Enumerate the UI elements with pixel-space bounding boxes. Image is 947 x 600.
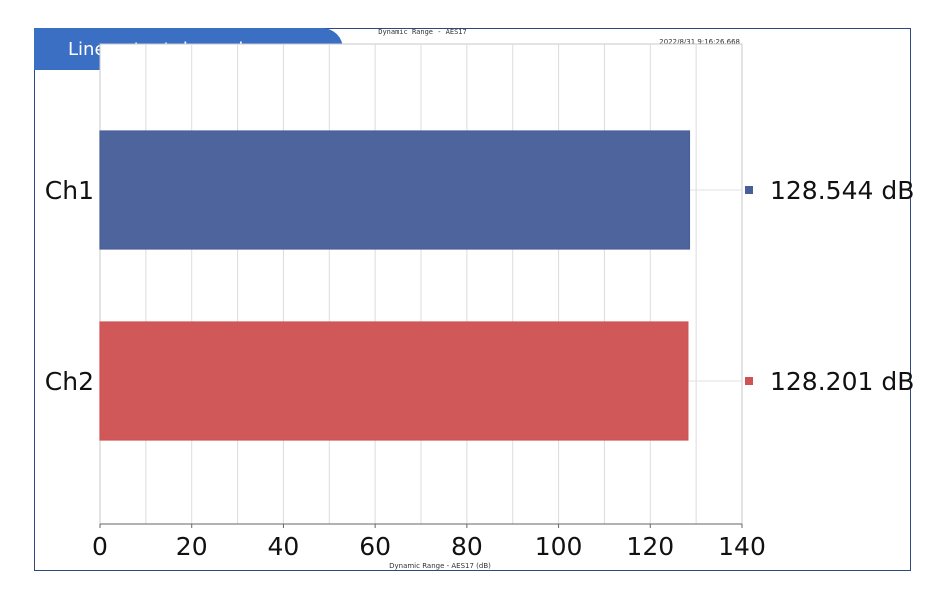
x-tick-label: 20 bbox=[176, 532, 208, 561]
value-label: 128.544 dB bbox=[770, 176, 914, 205]
x-tick-label: 40 bbox=[268, 532, 300, 561]
x-tick-label: 80 bbox=[451, 532, 483, 561]
bar-ch1 bbox=[99, 130, 691, 250]
x-tick-label: 140 bbox=[718, 532, 766, 561]
x-tick-label: 0 bbox=[92, 532, 108, 561]
category-label: Ch1 bbox=[45, 176, 94, 205]
x-tick-label: 100 bbox=[535, 532, 583, 561]
chart-title: Dynamic Range - AES17 bbox=[378, 28, 467, 36]
x-axis-label: Dynamic Range - AES17 (dB) bbox=[389, 562, 491, 570]
value-marker-ch2 bbox=[745, 377, 753, 385]
value-marker-ch1 bbox=[745, 186, 753, 194]
timestamp: 2022/8/31 9:16:26.668 bbox=[659, 38, 740, 46]
value-label: 128.201 dB bbox=[770, 367, 914, 396]
category-label: Ch2 bbox=[45, 367, 94, 396]
x-tick-label: 60 bbox=[359, 532, 391, 561]
bar-ch2 bbox=[99, 321, 689, 441]
x-tick-label: 120 bbox=[626, 532, 674, 561]
